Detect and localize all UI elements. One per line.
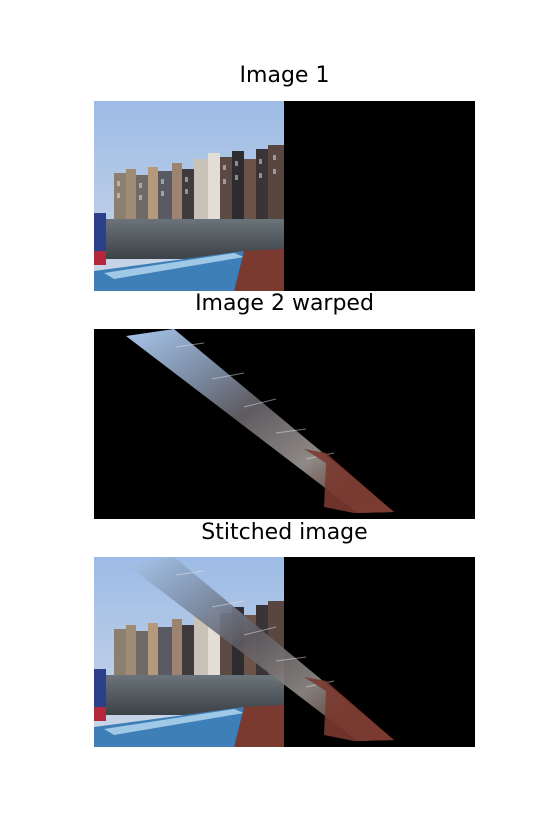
panel-1-photo [94, 101, 475, 291]
panel-1-image [94, 101, 475, 291]
panel-2-image [94, 329, 475, 519]
panel-3-title: Stitched image [201, 520, 368, 545]
panel-3-photo [94, 557, 475, 747]
panel-2-photo [126, 329, 394, 513]
panel-1-title: Image 1 [239, 63, 330, 88]
panel-2-title: Image 2 warped [195, 291, 374, 316]
panel-3-image [94, 557, 475, 747]
